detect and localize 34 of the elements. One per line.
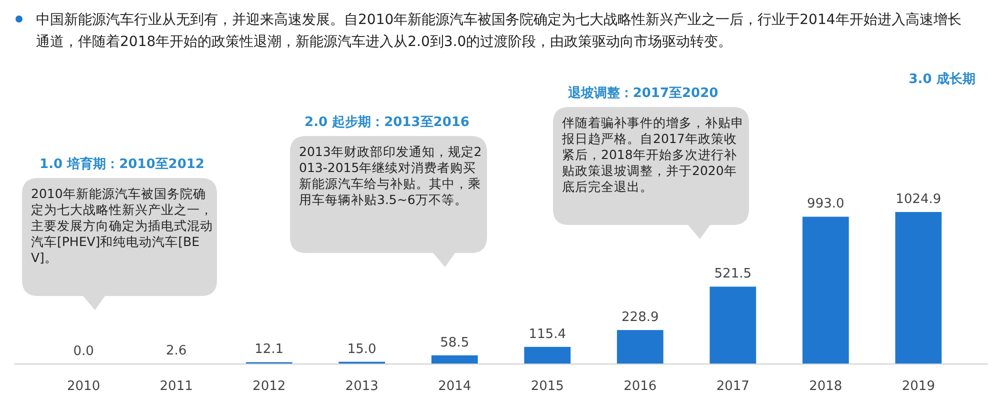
bar <box>431 355 478 364</box>
data-label: 58.5 <box>440 335 470 350</box>
chart-title: 中国新能源汽车行业从无到有，并迎来高速发展。自2010年新能源汽车被国务院确定为七大战略性新兴产业之一后，行业于2014年开始进入高速增长通道，伴随着2018年开始的政策性退潮，新能源汽车进入从2.0到3.0的过渡阶段，由政策驱动向市场驱动转变。 <box>36 12 962 50</box>
text: 退坡调整：2017至2020 <box>566 85 718 101</box>
bar <box>524 346 571 364</box>
text: 1.0 培育期：2010至2012 <box>40 156 204 172</box>
x-tick-label: 2012 <box>252 379 286 394</box>
x-tick-label: 2011 <box>160 379 193 394</box>
text: 伴随着骗补事件的增多，补贴申报日趋严格。自2017年政策收紧后，2018年开始多次进行补贴政策退坡调整，并于2020年底后完全退出。 <box>561 115 744 194</box>
text: 2.0 起步期：2013至2016 <box>304 115 470 130</box>
x-tick-label: 2017 <box>716 379 750 394</box>
bar <box>616 330 664 364</box>
data-label: 15.0 <box>347 342 376 357</box>
x-tick-label: 2014 <box>438 379 472 394</box>
x-tick-label: 2018 <box>809 379 842 394</box>
data-label: 521.5 <box>714 266 752 282</box>
x-tick-label: 2019 <box>902 379 935 394</box>
annotation: 2010年新能源汽车被国务院确定为七大战略性新兴产业之一，主要发展方向确定为插电式混动汽车[PHEV]和纯电动汽车[BEV]。 <box>31 186 213 265</box>
bar <box>710 286 756 364</box>
bar <box>895 212 942 364</box>
data-label: 12.1 <box>254 342 284 358</box>
text: 2013年财政部印发通知，规定2013-2015年继续对消费者购买新能源汽车给与补贴。其中，乘用车每辆补贴3.5~6万不等。 <box>299 144 482 207</box>
data-label: 0.0 <box>73 344 94 359</box>
text: 3.0 成长期 <box>908 72 976 87</box>
data-label: 2.6 <box>166 344 187 359</box>
data-label: 115.4 <box>528 326 566 342</box>
data-label: 1024.9 <box>896 192 942 207</box>
x-tick-label: 2015 <box>530 379 564 394</box>
x-tick-label: 2010 <box>67 379 100 394</box>
x-tick-label: 2016 <box>624 379 657 394</box>
data-label: 228.9 <box>622 310 659 326</box>
bar <box>802 216 849 364</box>
x-tick-label: 2013 <box>345 379 378 394</box>
data-label: 993.0 <box>807 196 844 212</box>
